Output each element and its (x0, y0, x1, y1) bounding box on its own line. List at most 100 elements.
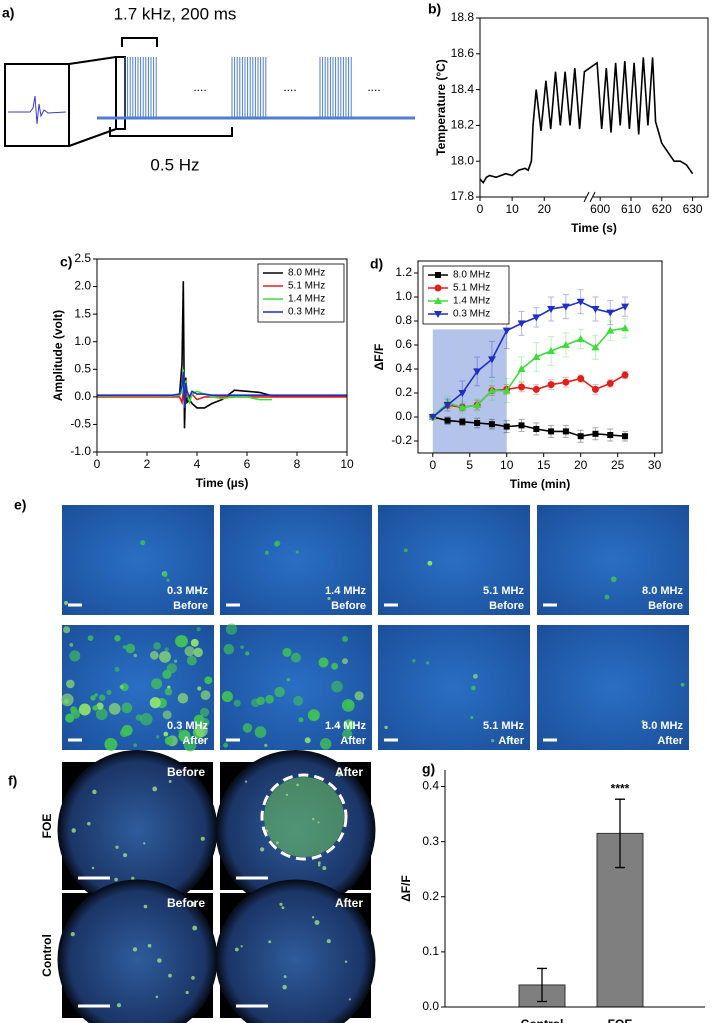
y-tick-label: 18.8 (451, 10, 475, 24)
image (378, 505, 530, 615)
x-tick-label: 6 (244, 457, 251, 471)
image (62, 625, 214, 750)
cell (240, 645, 244, 649)
y-tick-label: 0.1 (422, 944, 439, 958)
marker (473, 368, 482, 376)
sample (57, 879, 218, 1023)
sample (57, 750, 218, 910)
marker (591, 306, 600, 313)
speck (200, 836, 205, 841)
cell (92, 705, 98, 711)
cell (162, 669, 172, 679)
speck (244, 780, 248, 783)
image-tile: 0.3 MHz Before (62, 505, 214, 615)
cell (331, 662, 339, 670)
state-label: After (335, 896, 363, 910)
marker (621, 371, 629, 379)
marker (533, 426, 540, 432)
marker (547, 381, 555, 389)
marker (562, 428, 569, 435)
marker (428, 414, 437, 421)
cell (65, 679, 75, 689)
pulse-trains (124, 57, 352, 118)
chart: 8.0 MHz 5.1 MHz 1.4 MHz 0.3 MHz c) -1.0 -0.5 0.… (51, 251, 354, 490)
marker (532, 385, 540, 393)
marker (532, 314, 541, 322)
marker (592, 430, 599, 437)
speck (285, 793, 289, 796)
tile-label: Before (331, 600, 366, 612)
image-tile: 8.0 MHz After (537, 625, 689, 750)
cell (197, 589, 201, 594)
cell (251, 698, 260, 708)
cell (96, 702, 104, 710)
cell (384, 725, 388, 730)
cell (163, 731, 169, 737)
x-axis-label: Time (s) (571, 221, 617, 235)
cell (680, 682, 685, 687)
cell (166, 578, 170, 582)
sample (215, 879, 376, 1023)
speck (114, 877, 118, 882)
speck (123, 853, 128, 858)
cell (184, 646, 195, 657)
speck (311, 916, 315, 919)
pulse-label: 1.7 kHz, 200 ms (114, 4, 237, 23)
cell (604, 594, 610, 600)
image-tile: After (215, 750, 376, 910)
image-tile: Before (57, 879, 218, 1023)
cell (90, 695, 96, 701)
y-tick-label: 1.2 (395, 265, 412, 279)
x-tick-label: 10 (505, 202, 519, 216)
legend-marker (434, 311, 442, 318)
cell (304, 737, 311, 744)
y-tick-label: 0.3 (422, 834, 439, 848)
state-label: Before (167, 765, 205, 779)
marker (606, 309, 615, 317)
tile-label: 8.0 MHz (642, 585, 683, 597)
marker (576, 298, 585, 306)
cell (298, 717, 304, 723)
cell (140, 539, 146, 546)
cell (223, 643, 235, 655)
y-axis-label: ΔF/F (372, 344, 386, 371)
cell (293, 695, 304, 706)
cell (274, 541, 280, 547)
cell (403, 548, 408, 553)
cell (472, 673, 478, 679)
row-label: FOE (40, 814, 54, 839)
marker (576, 335, 585, 342)
x-tick-label: 25 (611, 458, 625, 472)
speck (132, 947, 138, 952)
y-tick-label: -1.0 (70, 444, 91, 458)
speck (185, 990, 189, 995)
cell (61, 693, 74, 707)
cell (242, 723, 253, 733)
y-tick-label: 18.6 (451, 46, 475, 60)
bracket (121, 37, 158, 47)
marker (474, 420, 481, 426)
image (62, 505, 214, 615)
speck (116, 1003, 122, 1008)
marker (503, 423, 510, 430)
marker (532, 353, 541, 360)
cell (135, 714, 143, 721)
state-label: After (335, 765, 363, 779)
marker (547, 347, 556, 354)
legend-label: 1.4 MHz (453, 296, 490, 307)
row-label: Control (40, 934, 54, 977)
speck (317, 821, 320, 824)
cell (164, 736, 174, 745)
plot-frame (417, 260, 663, 454)
speck (191, 976, 195, 980)
cell (178, 730, 191, 743)
cell (164, 647, 169, 652)
tile-label: After (657, 735, 683, 747)
x-tick-label: 620 (652, 202, 672, 216)
cell (87, 635, 94, 641)
speck (322, 866, 327, 871)
speck (282, 984, 287, 990)
speck (87, 821, 91, 826)
speck (336, 771, 342, 777)
